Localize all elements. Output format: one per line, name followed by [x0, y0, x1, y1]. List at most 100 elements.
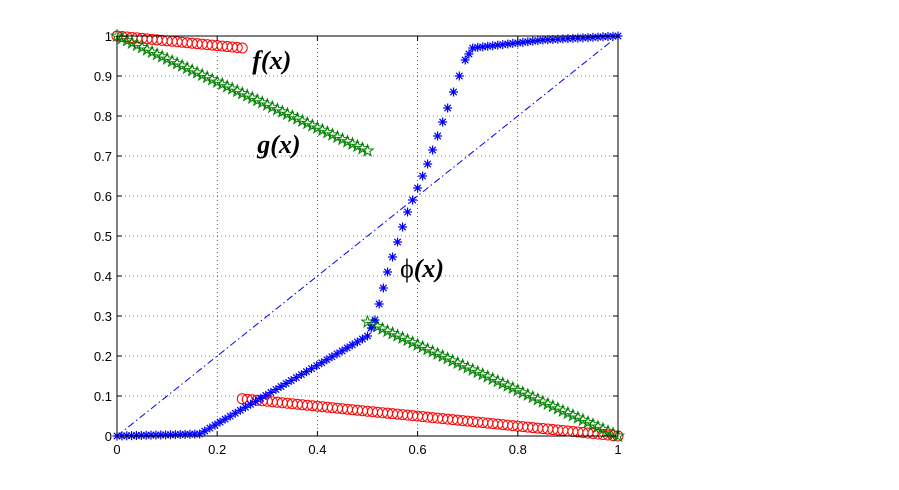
phi-marker: [301, 367, 311, 377]
y-tick-label: 0.2: [94, 349, 112, 364]
phi-marker: [443, 103, 453, 113]
x-tick-label: 0.4: [308, 442, 326, 457]
phi-marker: [578, 33, 588, 43]
phi-marker: [460, 55, 470, 65]
phi-marker: [523, 37, 533, 47]
phi-marker: [538, 35, 548, 45]
y-tick-label: 0.1: [94, 389, 112, 404]
phi-marker: [161, 430, 171, 440]
phi-marker: [393, 237, 403, 247]
phi-marker: [403, 207, 413, 217]
grid: [117, 36, 618, 436]
y-tick-label: 0.7: [94, 149, 112, 164]
identity-line: [116, 35, 619, 437]
y-tick-label: 0.9: [94, 69, 112, 84]
phi-marker: [553, 34, 563, 44]
y-tick-label: 0.5: [94, 229, 112, 244]
phi-marker: [281, 379, 291, 389]
phi-marker: [215, 417, 225, 427]
phi-marker: [413, 183, 423, 193]
phi-marker: [240, 402, 250, 412]
phi-marker: [271, 384, 281, 394]
phi-marker: [588, 32, 598, 42]
phi-marker: [332, 349, 342, 359]
axes: 0 0.2 0.4 0.6 0.8 1 0 0.1 0.2 0.3 0.4 0.5 0.6 0.7 0.8 0…: [94, 29, 622, 457]
phi-marker: [438, 117, 448, 127]
phi-marker: [374, 299, 384, 309]
phi-marker: [493, 40, 503, 50]
phi-marker: [598, 32, 608, 42]
x-tick-label: 0.8: [509, 442, 527, 457]
phi-marker: [548, 34, 558, 44]
phi-marker: [307, 364, 317, 374]
phi-marker: [225, 411, 235, 421]
phi-marker: [180, 429, 190, 439]
phi-marker: [468, 43, 478, 53]
phi-marker: [583, 33, 593, 43]
x-tick-label: 0.6: [409, 442, 427, 457]
phi-marker: [363, 331, 372, 341]
phi-marker: [478, 42, 488, 52]
x-tick-label: 0: [113, 442, 120, 457]
y-tick-label: 0.4: [94, 269, 112, 284]
phi-marker: [454, 71, 464, 81]
phi-marker: [423, 159, 433, 169]
phi-marker: [428, 145, 438, 155]
phi-marker: [317, 358, 327, 368]
phi-marker: [235, 405, 245, 415]
phi-marker: [603, 32, 613, 42]
annotations: f(x) g(x) ϕ(x): [252, 46, 444, 283]
phi-marker: [449, 87, 459, 97]
phi-marker: [195, 429, 205, 439]
phi-marker: [276, 381, 286, 391]
phi-marker: [296, 370, 306, 380]
phi-marker: [528, 36, 538, 46]
phi-marker: [156, 430, 166, 440]
phi-marker: [266, 387, 276, 397]
phi-marker: [433, 131, 443, 141]
phi-marker: [543, 35, 553, 45]
curve-label-2: ϕ(x): [400, 254, 444, 283]
f-marker: [236, 42, 248, 54]
phi-marker: [205, 423, 215, 433]
phi-marker: [136, 430, 146, 440]
phi-marker: [165, 430, 175, 440]
phi-marker: [418, 171, 428, 181]
phi-marker: [593, 32, 603, 42]
phi-marker: [388, 252, 398, 262]
f-marker: [231, 42, 243, 54]
series-layer: [109, 28, 626, 443]
phi-marker: [210, 420, 220, 430]
phi-marker: [352, 337, 362, 347]
phi-marker: [563, 34, 573, 44]
phi-marker: [170, 430, 180, 440]
phi-marker: [568, 33, 578, 43]
phi-marker: [342, 343, 352, 353]
y-tick-label: 1: [105, 29, 112, 44]
phi-marker: [190, 429, 200, 439]
phi-symbol: ϕ: [400, 254, 414, 283]
phi-marker: [488, 41, 498, 51]
phi-marker: [508, 38, 518, 48]
phi-marker: [220, 414, 230, 424]
y-tick-label: 0.8: [94, 109, 112, 124]
y-tick-label: 0: [105, 429, 112, 444]
phi-marker: [200, 426, 210, 436]
phi-marker: [483, 41, 493, 51]
phi-marker: [370, 315, 380, 325]
phi-marker: [383, 267, 393, 277]
phi-marker: [246, 399, 256, 409]
y-tick-label: 0.6: [94, 189, 112, 204]
phi-marker: [261, 390, 271, 400]
g-marker: [610, 428, 626, 443]
phi-marker: [175, 429, 185, 439]
phi-marker: [357, 334, 367, 344]
phi-marker: [146, 430, 156, 440]
curve-label-1: g(x): [256, 130, 300, 159]
phi-marker: [533, 36, 543, 46]
phi-arg: (x): [414, 254, 444, 283]
phi-marker: [464, 49, 474, 59]
phi-marker: [518, 37, 528, 47]
phi-marker: [251, 396, 261, 406]
